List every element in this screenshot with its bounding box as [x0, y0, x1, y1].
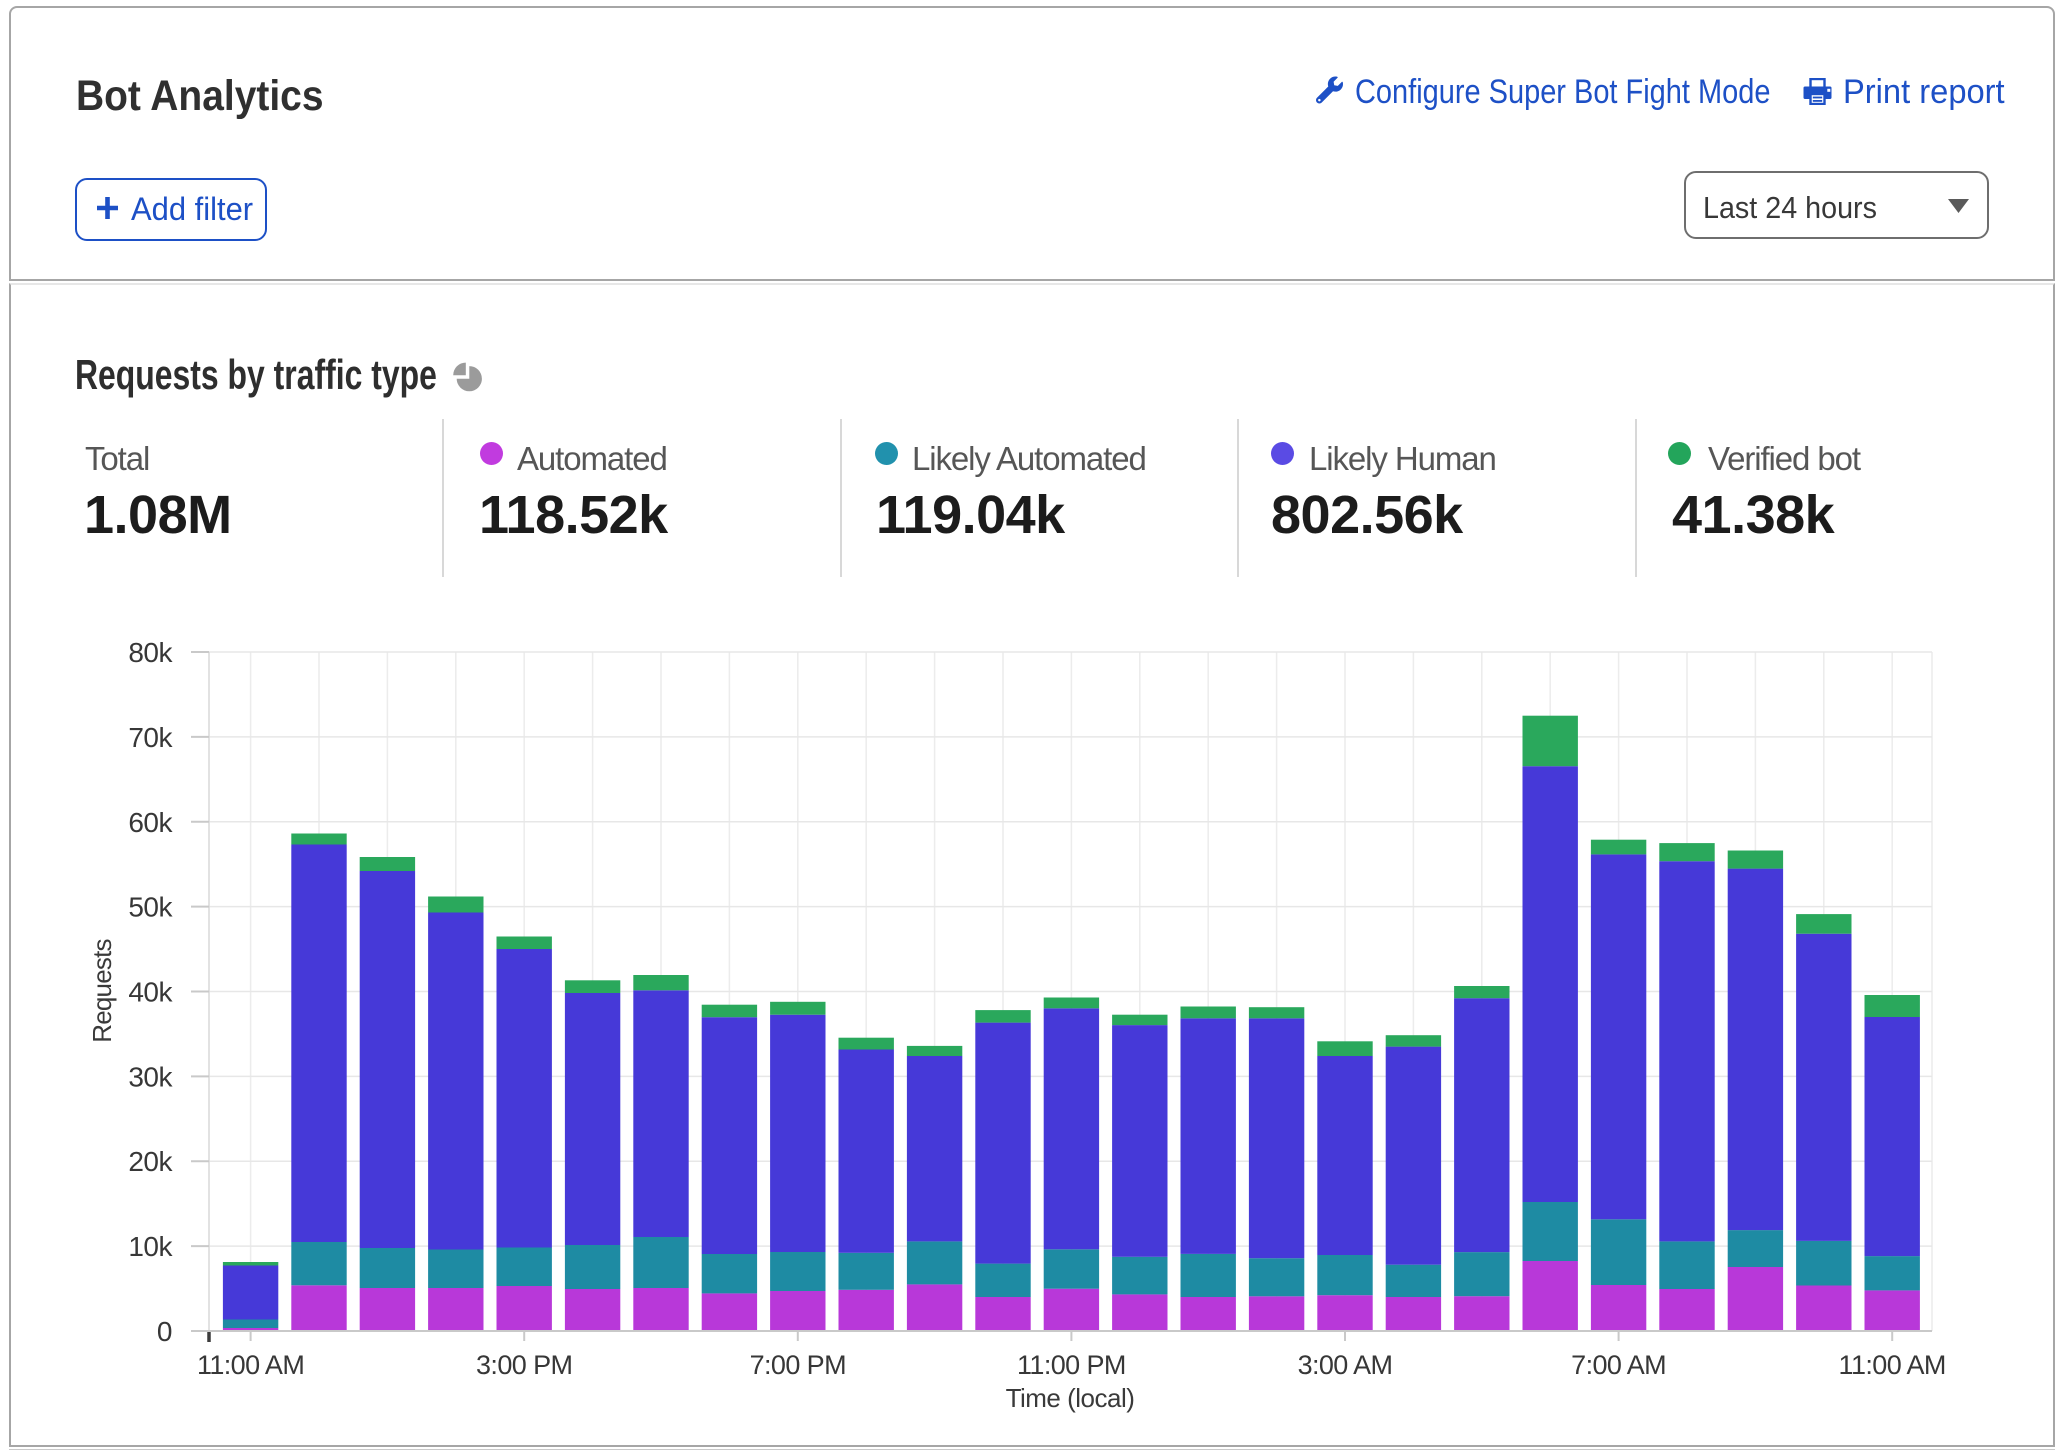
svg-text:3:00 AM: 3:00 AM [1298, 1350, 1393, 1380]
svg-text:7:00 PM: 7:00 PM [750, 1350, 846, 1380]
svg-text:Time (local): Time (local) [1006, 1383, 1135, 1413]
svg-text:50k: 50k [128, 892, 173, 923]
svg-text:0: 0 [157, 1316, 172, 1347]
svg-text:20k: 20k [128, 1146, 173, 1177]
svg-text:30k: 30k [128, 1061, 173, 1092]
svg-text:11:00 AM: 11:00 AM [197, 1350, 304, 1380]
svg-text:Requests: Requests [87, 938, 117, 1042]
svg-text:60k: 60k [128, 807, 173, 838]
svg-text:7:00 AM: 7:00 AM [1571, 1350, 1666, 1380]
svg-text:11:00 AM: 11:00 AM [1839, 1350, 1946, 1380]
svg-text:10k: 10k [128, 1231, 173, 1262]
svg-text:3:00 PM: 3:00 PM [476, 1350, 572, 1380]
svg-text:40k: 40k [128, 977, 173, 1008]
svg-text:80k: 80k [128, 637, 173, 668]
svg-text:11:00 PM: 11:00 PM [1017, 1350, 1126, 1380]
svg-text:70k: 70k [128, 722, 173, 753]
